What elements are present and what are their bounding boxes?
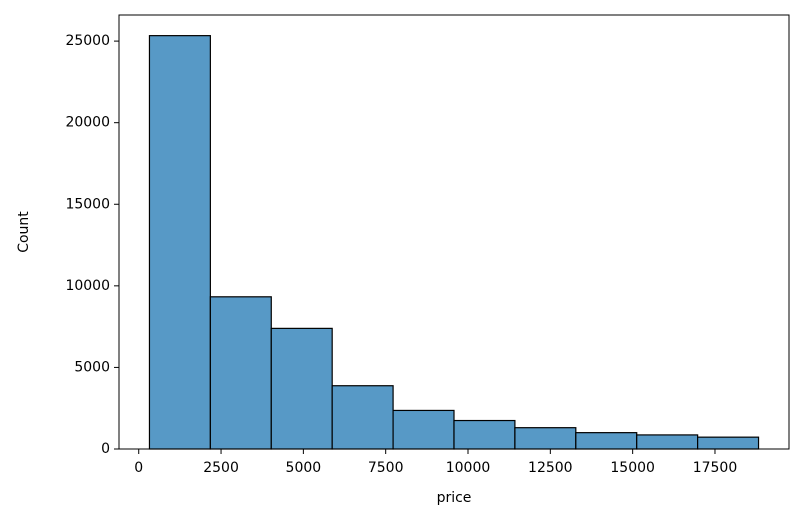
x-tick-label: 12500 xyxy=(528,460,573,476)
bar xyxy=(453,419,516,450)
y-tick-label: 0 xyxy=(101,441,110,457)
bar xyxy=(209,296,272,450)
bar xyxy=(270,327,333,450)
bar xyxy=(514,427,577,450)
x-axis-label: price xyxy=(437,490,472,506)
y-tick-label: 25000 xyxy=(65,33,110,49)
y-tick-label: 5000 xyxy=(74,359,110,375)
x-tick-label: 15000 xyxy=(610,460,655,476)
x-tick-label: 2500 xyxy=(203,460,239,476)
bar xyxy=(697,436,760,450)
x-tick-label: 0 xyxy=(134,460,143,476)
y-axis-label: Count xyxy=(16,211,32,253)
x-tick-label: 10000 xyxy=(446,460,491,476)
x-tick-label: 5000 xyxy=(286,460,322,476)
bar xyxy=(575,432,638,450)
y-tick-label: 10000 xyxy=(65,278,110,294)
x-tick-label: 17500 xyxy=(693,460,738,476)
bar xyxy=(331,385,394,450)
bar xyxy=(636,434,699,450)
y-tick-label: 15000 xyxy=(65,196,110,212)
plot-frame xyxy=(118,14,790,450)
bar xyxy=(148,35,211,450)
y-tick-label: 20000 xyxy=(65,115,110,131)
bar xyxy=(392,409,455,450)
x-tick-label: 7500 xyxy=(368,460,404,476)
